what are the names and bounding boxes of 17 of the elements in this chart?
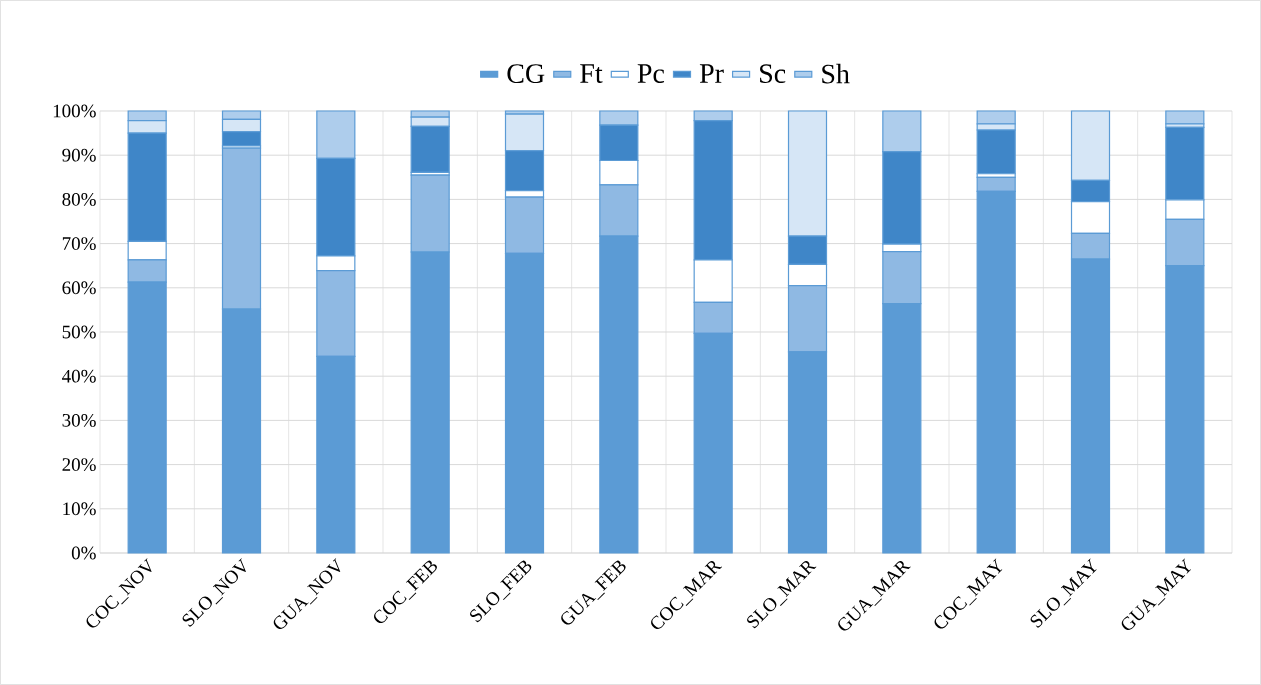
y-tick-label: 10%	[63, 502, 96, 516]
y-tick-label: 80%	[62, 192, 96, 206]
y-tick-label: 0%	[71, 546, 96, 560]
y-tick-label: 100%	[53, 104, 96, 118]
y-tick-label: 40%	[62, 369, 96, 383]
y-tick-label: 30%	[62, 413, 96, 427]
legend-label: Ft	[580, 64, 603, 83]
y-tick-label: 20%	[62, 458, 96, 472]
y-tick-label: 90%	[62, 148, 96, 162]
y-tick-label: 50%	[62, 325, 96, 339]
y-tick-label: 60%	[62, 281, 96, 295]
legend-label: Pr	[699, 64, 724, 83]
legend-label: Sh	[822, 63, 850, 84]
legend-label: CG	[507, 64, 545, 84]
legend-label: Sc	[760, 64, 786, 84]
legend-label: Pc	[637, 64, 665, 83]
y-tick-label: 70%	[62, 237, 96, 251]
